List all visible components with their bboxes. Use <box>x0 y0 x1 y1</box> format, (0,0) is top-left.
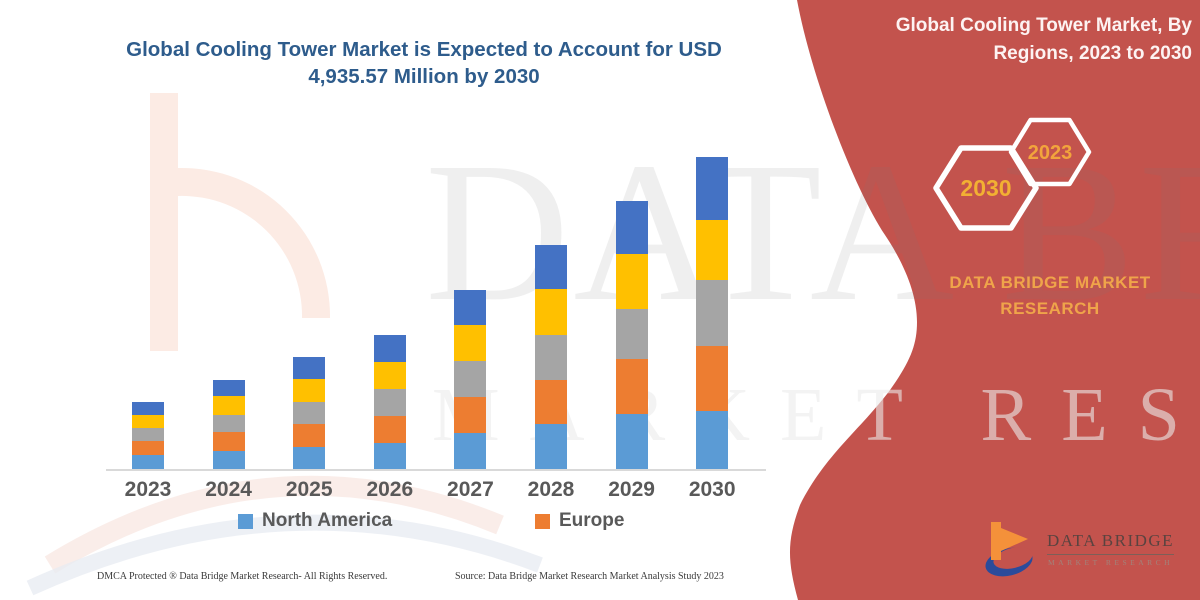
bar-segment <box>132 402 164 415</box>
hexagon-2023-icon: 2023 <box>1008 117 1092 187</box>
x-axis-label-2023: 2023 <box>124 478 172 501</box>
bar-segment <box>212 396 245 415</box>
bar-segment <box>373 443 406 469</box>
red-banner-shape <box>789 0 1200 600</box>
stacked-bar-2028 <box>535 245 567 469</box>
logo-title: DATA BRIDGE <box>1047 531 1175 555</box>
bar-segment <box>373 362 406 389</box>
chart-title: Global Cooling Tower Market is Expected … <box>126 38 722 89</box>
year-hexagons: 2030 2023 <box>933 117 1092 231</box>
side-panel-heading: Global Cooling Tower Market, By Regions,… <box>895 15 1192 64</box>
bar-segment <box>293 357 326 379</box>
legend-item-europe: Europe <box>535 510 624 532</box>
bar-segment <box>535 245 567 289</box>
bar-segment <box>696 280 729 346</box>
panel-brand-line2: RESEARCH <box>1000 299 1100 319</box>
x-axis-label-2027: 2027 <box>447 478 494 501</box>
bar-segment <box>454 433 487 469</box>
x-axis-line <box>106 469 766 471</box>
bar-segment <box>535 424 567 469</box>
bar-segment <box>615 414 648 469</box>
logo-subtitle: MARKET RESEARCH <box>1047 558 1174 567</box>
bar-segment <box>212 415 245 432</box>
bar-segment <box>132 441 164 455</box>
stacked-bar-2023 <box>132 402 164 469</box>
bar-segment <box>132 415 164 428</box>
x-axis-label-2030: 2030 <box>688 478 736 501</box>
bar-segment <box>696 411 729 469</box>
bar-segment <box>132 455 164 469</box>
bar-segment <box>293 402 326 424</box>
stacked-bar-2024 <box>212 380 245 469</box>
bar-segment <box>696 346 729 411</box>
bar-segment <box>373 416 406 443</box>
legend-item-north-america: North America <box>238 510 392 532</box>
panel-brand-text: DATA BRIDGE MARKET RESEARCH <box>930 270 1170 323</box>
x-axis-label-2025: 2025 <box>285 478 333 501</box>
bar-segment <box>454 361 487 397</box>
bar-segment <box>373 335 406 362</box>
legend-label-north-america: North America <box>262 510 393 531</box>
bar-segment <box>535 289 567 335</box>
data-bridge-logo: DATA BRIDGE MARKET RESEARCH <box>983 520 1175 578</box>
bar-segment <box>212 432 245 451</box>
bar-segment <box>696 157 729 220</box>
bar-segment <box>535 335 567 380</box>
bar-segment <box>212 380 245 396</box>
footer-source-text: Source: Data Bridge Market Research Mark… <box>455 571 724 582</box>
bar-segment <box>293 424 326 447</box>
bar-segment <box>615 201 648 254</box>
hexagon-2023-label: 2023 <box>1028 142 1073 164</box>
bar-segment <box>615 359 648 414</box>
stacked-bar-2025 <box>293 357 326 469</box>
bar-segment <box>454 325 487 361</box>
stacked-bar-2027 <box>454 290 487 469</box>
hexagon-2030-icon: 2030 <box>933 145 1039 231</box>
legend-label-europe: Europe <box>559 510 625 531</box>
data-bridge-b-and-swoosh-icon <box>985 522 1033 577</box>
bar-segment <box>454 290 487 325</box>
x-axis-label-2026: 2026 <box>366 478 414 501</box>
x-axis-label-2024: 2024 <box>205 478 252 501</box>
legend-swatch-europe <box>535 513 550 529</box>
bar-segment <box>132 428 164 441</box>
bar-segment <box>212 451 245 469</box>
footer-dmca-text: DMCA Protected ® Data Bridge Market Rese… <box>97 571 388 582</box>
bar-segment <box>293 379 326 402</box>
stacked-bar-2029 <box>615 201 648 469</box>
bottom-swoosh-decoration <box>26 475 543 596</box>
bar-segment <box>615 309 648 359</box>
bar-segment <box>696 220 729 280</box>
bar-segment <box>454 397 487 433</box>
bar-segment <box>373 389 406 416</box>
logo-text: DATA BRIDGE MARKET RESEARCH <box>1047 531 1175 567</box>
bar-segment <box>293 447 326 469</box>
legend-swatch-north-america <box>238 513 253 529</box>
hexagon-2030-label: 2030 <box>960 175 1011 201</box>
stacked-bar-2026 <box>373 335 406 469</box>
x-axis-label-2028: 2028 <box>527 478 575 501</box>
x-axis-label-2029: 2029 <box>608 478 655 501</box>
bar-segment <box>535 380 567 424</box>
bar-segment <box>615 254 648 309</box>
stacked-bar-2030 <box>696 157 729 469</box>
panel-brand-line1: DATA BRIDGE MARKET <box>949 273 1151 292</box>
pale-b-watermark-icon <box>150 93 331 351</box>
